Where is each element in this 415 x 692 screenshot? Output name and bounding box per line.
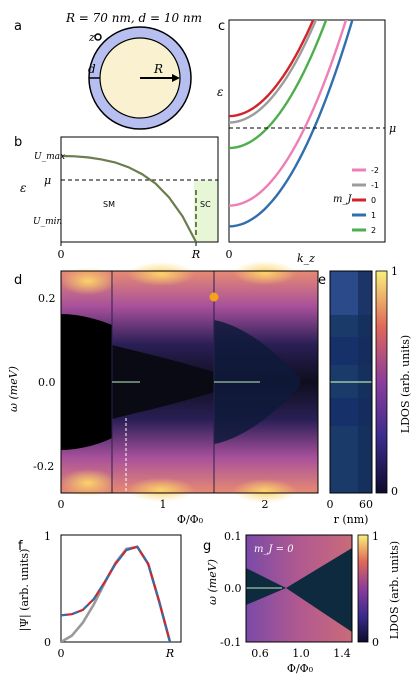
panel-d-xlabel: Φ/Φ₀	[177, 513, 204, 526]
d-bright-spot	[233, 261, 297, 285]
colorbar-e	[375, 270, 388, 494]
panel-d-frame	[60, 270, 319, 494]
legend-label: -2	[371, 166, 379, 175]
d-bright-spot	[60, 469, 116, 497]
d-xtick-2: 2	[262, 498, 269, 511]
panel-letter-g: g	[203, 539, 211, 554]
radius-arrowhead	[172, 74, 180, 82]
z-label: z	[88, 31, 95, 44]
panel-f-plot	[61, 545, 172, 642]
cbar-e-tick-1: 1	[391, 265, 398, 278]
panel-e-heatmap	[330, 271, 372, 493]
xtick-R: R	[191, 248, 200, 261]
ytick-umin: U_min	[33, 217, 62, 227]
panel-e-frame	[329, 270, 373, 494]
d-ytick-0.2: 0.2	[38, 292, 56, 305]
g-xtick-1.4: 1.4	[333, 647, 351, 660]
e-xtick-0: 0	[327, 498, 334, 511]
f-ytick-0: 0	[44, 636, 51, 649]
d-bright-spot	[60, 267, 116, 295]
panel-c-xlabel: k_z	[297, 252, 315, 265]
panel-letter-f: f	[18, 539, 23, 554]
c-mu-label: μ	[389, 122, 396, 135]
legend: -2 -1 0 1 2	[352, 166, 379, 235]
legend-label: -1	[371, 181, 379, 190]
g-gap-right	[286, 548, 352, 632]
colorbar-g-label: LDOS (arb. units)	[388, 541, 401, 639]
panel-letter-b: b	[14, 135, 22, 150]
colorbar-g	[357, 534, 369, 643]
panel-letter-a: a	[14, 19, 22, 34]
cbar-g-tick-1: 1	[372, 530, 379, 543]
band-curve	[229, 20, 318, 124]
panel-a-title: R = 70 nm, d = 10 nm	[65, 11, 202, 25]
g-ytick-0.0: 0.0	[224, 582, 242, 595]
g-xtick-0.6: 0.6	[251, 647, 269, 660]
radius-label: R	[153, 62, 163, 76]
xtick-0: 0	[58, 248, 65, 261]
legend-label: 2	[371, 226, 376, 235]
panel-c-ylabel: ε	[217, 85, 223, 99]
legend-label: 0	[371, 196, 376, 205]
panel-e-xlabel: r (nm)	[334, 513, 369, 526]
panel-letter-e: e	[318, 273, 326, 288]
f-xtick-R: R	[165, 647, 174, 660]
panel-g-frame	[245, 534, 353, 643]
potential-curve	[60, 154, 197, 243]
sc-region	[194, 180, 218, 242]
band-curve	[229, 20, 348, 207]
d-bright-spot	[127, 478, 195, 502]
panel-f-ylabel: |Ψ| (arb. units)	[18, 549, 32, 632]
panel-g-ylabel: ω (meV)	[206, 559, 219, 605]
region-sm-label: SM	[103, 200, 115, 209]
region-sc-label: SC	[200, 200, 211, 209]
g-annotation: m_J = 0	[254, 544, 294, 555]
panel-c-plot	[229, 20, 354, 228]
d-bright-spot	[127, 262, 195, 286]
e-xtick-60: 60	[359, 498, 373, 511]
d-ytick-neg0.2: -0.2	[33, 460, 54, 473]
panel-f-frame	[60, 534, 182, 643]
f-ytick-1: 1	[44, 530, 51, 543]
g-ytick-0.1: 0.1	[224, 530, 242, 543]
d-gap-lobe-1	[112, 345, 214, 419]
thickness-label: d	[88, 62, 96, 76]
d-orange-marker	[209, 292, 219, 302]
g-gap-left	[246, 568, 286, 605]
potential-curve-group	[60, 154, 197, 243]
d-xtick-1: 1	[160, 498, 167, 511]
wavefunction-curve	[61, 545, 172, 642]
g-ytick-neg0.1: -0.1	[220, 636, 241, 649]
wavefunction-curve	[61, 545, 172, 642]
panel-b-ylabel: ε	[20, 181, 26, 195]
d-gap-lobe-0	[61, 314, 112, 450]
cbar-g-tick-0: 0	[372, 636, 379, 649]
colorbar-e-label: LDOS (arb. units)	[399, 335, 412, 433]
z-axis-marker	[94, 33, 102, 41]
band-curve	[229, 20, 354, 228]
f-xtick-0: 0	[58, 647, 65, 660]
panel-g-heatmap	[246, 535, 352, 642]
legend-label: 1	[371, 211, 376, 220]
g-xtick-1.0: 1.0	[292, 647, 310, 660]
band-curve	[229, 20, 328, 150]
cbar-e-tick-0: 0	[391, 485, 398, 498]
panel-d-heatmap	[60, 261, 318, 503]
d-bright-spot	[233, 479, 297, 503]
ytick-mu: μ	[44, 174, 51, 187]
d-xtick-0: 0	[58, 498, 65, 511]
panel-letter-c: c	[218, 19, 225, 34]
panel-g-xlabel: Φ/Φ₀	[287, 662, 314, 675]
c-xtick-0: 0	[226, 248, 233, 261]
ytick-umax: U_max	[34, 152, 65, 162]
band-curve	[229, 20, 315, 118]
legend-title: m_J	[333, 194, 352, 205]
panel-b-frame	[60, 136, 219, 243]
d-ytick-0.0: 0.0	[38, 376, 56, 389]
panel-letter-d: d	[14, 273, 22, 288]
panel-d-ylabel: ω (meV)	[7, 366, 20, 412]
panel-c-frame	[228, 19, 386, 243]
